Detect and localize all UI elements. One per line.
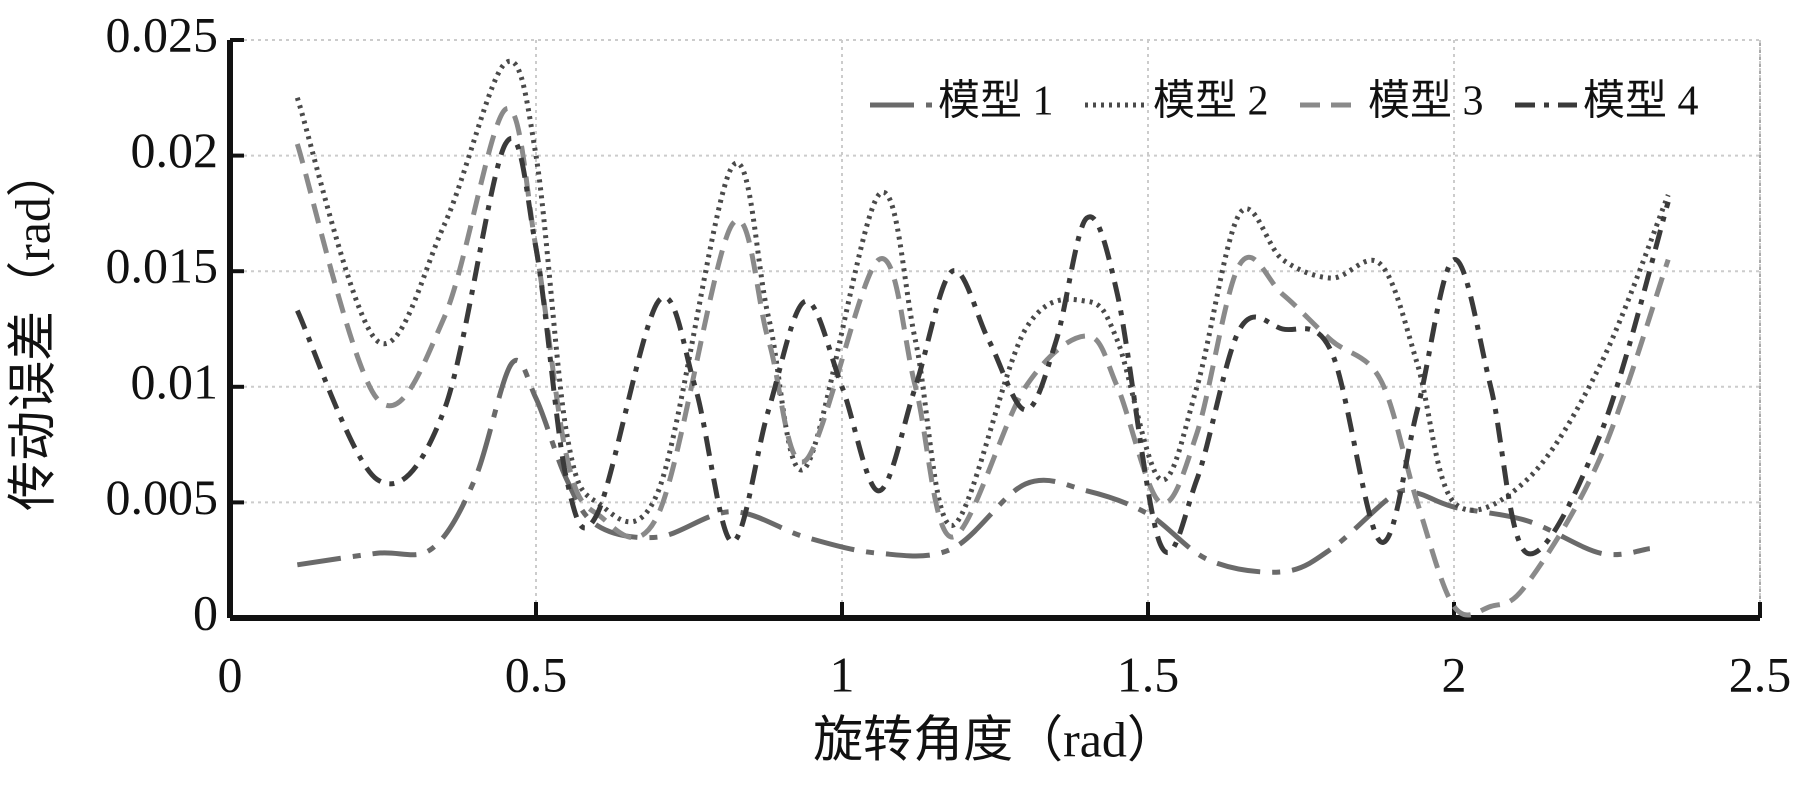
series-line: [294, 105, 1671, 618]
x-tick-label: 1: [830, 646, 855, 702]
legend-label: 模型 3: [1368, 79, 1484, 125]
y-tick-label: 0.01: [131, 353, 219, 409]
series-line: [296, 357, 1651, 575]
x-tick-label: 2: [1442, 646, 1467, 702]
legend-label: 模型 2: [1153, 79, 1269, 125]
legend-label: 模型 4: [1583, 79, 1699, 125]
x-tick-label: 0: [218, 646, 243, 702]
y-tick-label: 0.005: [106, 469, 219, 525]
y-tick-label: 0.02: [131, 122, 219, 178]
plot-frame: [230, 39, 1761, 618]
x-axis-title: 旋转角度（rad）: [813, 711, 1177, 767]
y-tick-label: 0.015: [106, 238, 219, 294]
x-tick-label: 1.5: [1117, 646, 1180, 702]
series-line: [294, 58, 1671, 529]
x-tick-label: 0.5: [505, 646, 568, 702]
y-tick-label: 0: [193, 584, 218, 640]
x-tick-label: 2.5: [1729, 646, 1792, 702]
y-axis-title: 传动误差（rad）: [4, 147, 60, 511]
legend-label: 模型 1: [938, 79, 1054, 125]
y-tick-label: 0.025: [106, 6, 219, 62]
